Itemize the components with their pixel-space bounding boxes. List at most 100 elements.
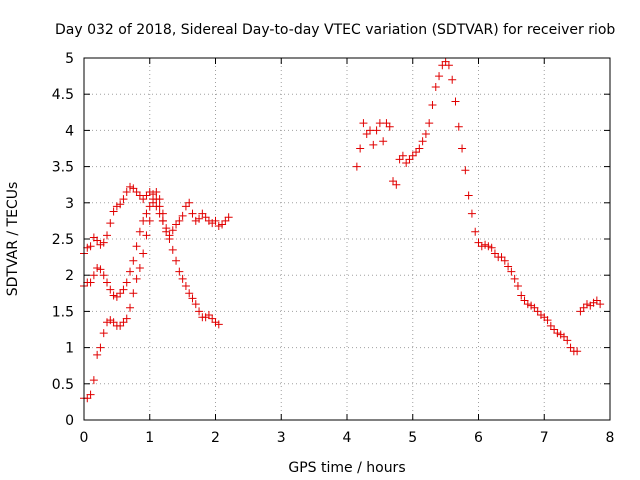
data-point [96,265,105,274]
data-point [379,137,388,146]
data-point [129,256,138,265]
data-point [132,242,141,251]
data-point [93,236,102,245]
data-point [188,209,197,218]
x-tick-label: 0 [80,430,89,446]
data-point [129,289,138,298]
data-point [481,240,490,249]
y-tick-label: 4 [65,123,74,139]
data-point [546,321,555,330]
x-axis-label: GPS time / hours [288,460,405,476]
data-point [533,307,542,316]
data-point [415,144,424,153]
data-point [467,209,476,218]
data-point [83,243,92,252]
data-point [497,253,506,262]
data-point [559,332,568,341]
data-point [563,336,572,345]
data-point [178,211,187,220]
data-point [188,294,197,303]
data-point [198,209,207,218]
data-point [369,140,378,149]
y-axis-label: SDTVAR / TECUs [5,182,21,297]
data-point [195,307,204,316]
plot-frame [83,57,611,421]
series-track-rising-from-low [80,187,167,403]
data-point [435,72,444,81]
data-point [517,291,526,300]
data-point [520,296,529,305]
data-point [155,209,164,218]
data-point [441,57,450,66]
data-point [142,191,151,200]
data-point [175,267,184,276]
x-tick-label: 1 [145,430,154,446]
data-point [168,226,177,235]
data-point [566,343,575,352]
data-point [149,198,158,207]
series-track-afternoon-peak [352,57,605,356]
data-point [116,321,125,330]
data-point [359,119,368,128]
data-point [109,318,118,327]
data-point [86,242,95,251]
data-point [553,329,562,338]
data-point [162,227,171,236]
data-point [195,214,204,223]
data-point [172,220,181,229]
data-point [119,318,128,327]
data-point [392,180,401,189]
data-point [181,202,190,211]
data-point [218,220,227,229]
y-tick-label: 2.5 [52,232,74,248]
x-tick-label: 3 [277,430,286,446]
data-point [93,263,102,272]
data-point [224,213,233,222]
data-point [122,314,131,323]
data-point [490,249,499,258]
data-point [165,231,174,240]
data-point [112,292,121,301]
x-tick-label: 8 [606,430,615,446]
data-point [175,216,184,225]
data-point [109,291,118,300]
data-point [530,303,539,312]
data-point [425,119,434,128]
data-point [135,263,144,272]
data-point [103,231,112,240]
y-tick-label: 0.5 [52,377,74,393]
series-track-high-then-level [80,182,233,258]
data-point [139,249,148,258]
data-point [99,238,108,247]
data-point [471,227,480,236]
data-point [464,191,473,200]
data-point [129,184,138,193]
data-point [109,207,118,216]
data-point [372,126,381,135]
data-point [431,82,440,91]
data-point [126,267,135,276]
y-tick-label: 4.5 [52,87,74,103]
data-point [421,130,430,139]
data-point [513,282,522,291]
data-point [208,314,217,323]
data-point [510,274,519,283]
data-point [592,296,601,305]
data-point [484,242,493,251]
data-point [83,394,92,403]
data-point [362,130,371,139]
data-point [103,278,112,287]
y-tick-label: 2 [65,268,74,284]
data-point [99,271,108,280]
data-point [582,300,591,309]
data-point [444,61,453,70]
grid [84,58,610,420]
data-point [106,285,115,294]
data-point [448,75,457,84]
data-point [132,274,141,283]
data-point [576,307,585,316]
data-point [89,376,98,385]
y-tick-label: 5 [65,51,74,67]
data-point [596,300,605,309]
